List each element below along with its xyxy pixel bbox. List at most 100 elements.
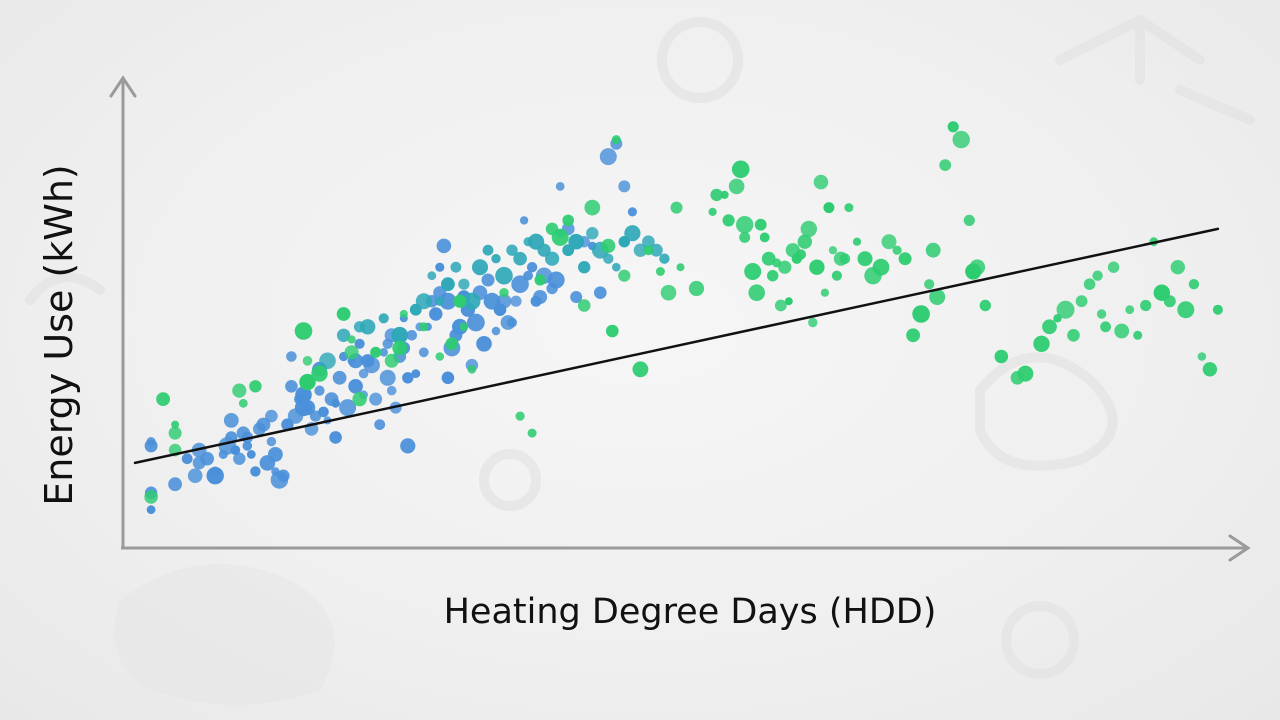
- data-point: [319, 352, 336, 370]
- data-point: [378, 313, 389, 324]
- data-point: [586, 227, 599, 240]
- data-point: [612, 262, 621, 272]
- data-point: [332, 370, 347, 385]
- data-point: [418, 347, 429, 358]
- data-point: [754, 218, 767, 231]
- data-point: [872, 258, 890, 276]
- data-point: [545, 251, 560, 266]
- data-point: [578, 261, 591, 274]
- data-point: [632, 361, 649, 378]
- data-point: [472, 259, 488, 276]
- data-point: [688, 280, 705, 297]
- data-point: [436, 238, 452, 254]
- data-point: [736, 216, 754, 234]
- data-point: [1042, 319, 1057, 335]
- data-point: [507, 317, 517, 328]
- data-point: [242, 441, 253, 451]
- data-point: [206, 467, 224, 485]
- data-point: [963, 214, 975, 226]
- data-point: [1056, 300, 1075, 319]
- data-point: [722, 214, 735, 227]
- data-point: [482, 244, 494, 256]
- data-point: [299, 373, 316, 391]
- data-point: [369, 392, 383, 406]
- data-point: [311, 365, 328, 382]
- data-point: [384, 353, 399, 368]
- data-point: [329, 431, 342, 444]
- data-point: [302, 356, 313, 366]
- y-axis-arrow: [109, 75, 137, 98]
- data-point: [285, 380, 298, 393]
- data-point: [358, 368, 369, 379]
- data-point: [820, 288, 830, 297]
- data-point: [939, 159, 952, 172]
- data-point: [534, 274, 546, 286]
- data-point: [795, 249, 806, 260]
- data-point: [445, 337, 459, 351]
- data-point: [708, 207, 717, 216]
- data-point: [527, 428, 537, 438]
- data-point: [844, 203, 854, 213]
- data-point: [739, 231, 751, 243]
- trend-line: [133, 227, 1220, 465]
- data-point: [168, 477, 183, 492]
- data-point: [386, 385, 397, 396]
- data-point: [599, 148, 617, 166]
- data-point: [1125, 305, 1135, 315]
- data-point: [435, 262, 445, 272]
- data-point: [331, 398, 340, 408]
- data-point: [441, 371, 455, 385]
- data-point: [624, 225, 641, 242]
- data-point: [294, 322, 313, 340]
- data-point: [299, 399, 316, 416]
- data-point: [831, 270, 843, 281]
- data-point: [659, 253, 670, 264]
- axes: [109, 75, 1251, 562]
- data-point: [181, 453, 193, 465]
- data-point: [1067, 329, 1080, 342]
- data-point: [491, 326, 501, 336]
- data-point: [551, 228, 569, 246]
- data-point: [969, 259, 986, 276]
- data-point: [467, 364, 477, 374]
- data-point: [979, 299, 991, 312]
- data-point: [1212, 304, 1223, 315]
- data-point: [458, 278, 470, 290]
- data-point: [506, 244, 518, 256]
- data-point: [761, 251, 776, 266]
- data-point: [892, 245, 902, 255]
- data-point: [577, 299, 591, 312]
- data-point: [728, 178, 745, 195]
- data-point: [618, 269, 631, 282]
- data-point: [406, 330, 418, 341]
- data-point: [562, 214, 574, 227]
- background-decoration: [25, 15, 1255, 705]
- data-point: [720, 190, 729, 199]
- data-point: [655, 267, 665, 276]
- data-point: [392, 340, 408, 356]
- data-point: [594, 286, 607, 300]
- data-point: [268, 447, 283, 462]
- data-point: [156, 392, 171, 406]
- data-point: [352, 391, 367, 407]
- data-point: [1096, 309, 1107, 319]
- data-point: [250, 466, 261, 477]
- data-point: [435, 296, 445, 306]
- data-point: [336, 307, 351, 321]
- data-point: [823, 202, 835, 214]
- data-point: [467, 313, 485, 332]
- data-point: [499, 288, 509, 298]
- data-point: [411, 369, 421, 378]
- data-point: [1188, 279, 1200, 290]
- data-point: [510, 295, 522, 307]
- data-point: [813, 174, 829, 190]
- data-point: [759, 232, 770, 243]
- data-point: [1114, 323, 1130, 339]
- data-point: [778, 260, 792, 274]
- data-point: [1177, 301, 1195, 319]
- data-point: [223, 413, 239, 428]
- data-point: [809, 259, 825, 275]
- data-point: [1033, 335, 1050, 352]
